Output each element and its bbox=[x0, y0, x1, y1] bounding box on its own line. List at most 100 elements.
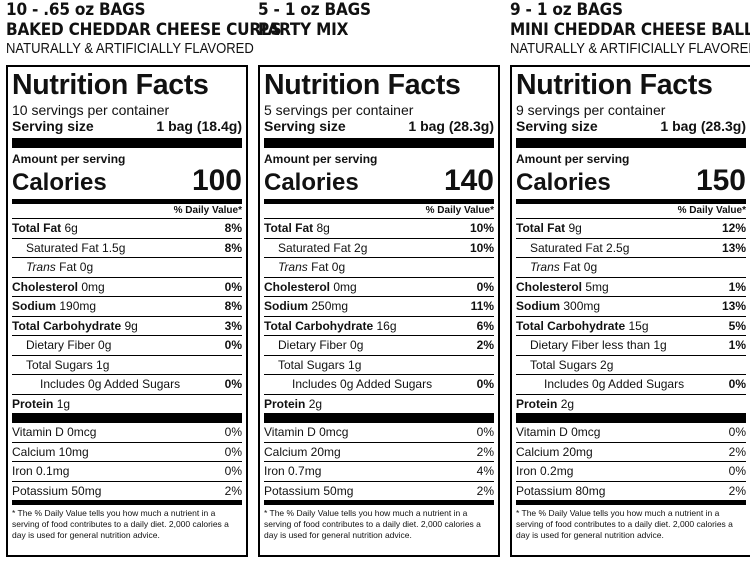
carbohydrate-amount: 16g bbox=[376, 318, 397, 333]
thick-divider bbox=[264, 413, 494, 423]
saturated-fat-row: Saturated Fat 2.5g 13% bbox=[516, 239, 746, 258]
carbohydrate-dv: 5% bbox=[728, 318, 746, 333]
protein-amount: 2g bbox=[560, 396, 575, 411]
fiber-row: Dietary Fiber less than 1g 1% bbox=[516, 336, 746, 356]
daily-value-header: % Daily Value* bbox=[12, 204, 242, 219]
serving-size-label: Serving size bbox=[12, 118, 94, 134]
saturated-fat-label: Saturated Fat 1.5g bbox=[26, 240, 126, 255]
protein-label: Protein bbox=[12, 396, 54, 411]
iron-row: Iron 0.1mg 0% bbox=[12, 462, 242, 482]
potassium-label: Potassium 50mg bbox=[264, 483, 354, 498]
sodium-amount: 250mg bbox=[311, 299, 349, 313]
sugars-label: Total Sugars 2g bbox=[530, 357, 614, 372]
added-sugars-row: Includes 0g Added Sugars 0% bbox=[516, 375, 746, 395]
vitamin-d-label: Vitamin D 0mcg bbox=[264, 425, 349, 439]
total-fat-label: Total Fat bbox=[516, 221, 566, 235]
carbohydrate-dv: 6% bbox=[476, 318, 494, 333]
sodium-dv: 11% bbox=[470, 299, 494, 313]
calcium-dv: 2% bbox=[476, 444, 494, 459]
sodium-dv: 8% bbox=[224, 299, 242, 313]
cholesterol-dv: 1% bbox=[728, 279, 746, 294]
calories-value: 100 bbox=[191, 164, 242, 197]
total-fat-row: Total Fat 6g 8% bbox=[12, 219, 242, 239]
calories-value: 140 bbox=[443, 164, 494, 197]
calories-row: Calories 100 bbox=[12, 166, 242, 196]
calcium-row: Calcium 20mg 2% bbox=[264, 443, 494, 462]
servings-per-container: 9 servings per container bbox=[516, 102, 666, 118]
carbohydrate-amount: 9g bbox=[124, 318, 138, 333]
calories-label: Calories bbox=[516, 169, 611, 196]
sodium-label: Sodium bbox=[516, 299, 560, 313]
sodium-dv: 13% bbox=[721, 299, 746, 313]
carbohydrate-label: Total Carbohydrate bbox=[264, 318, 374, 333]
trans-fat-row: Trans Fat 0g bbox=[12, 258, 242, 278]
iron-dv: 4% bbox=[476, 464, 494, 478]
nutrition-facts-title: Nutrition Facts bbox=[264, 69, 461, 101]
protein-amount: 2g bbox=[308, 396, 323, 411]
total-fat-amount: 8g bbox=[316, 221, 330, 235]
amount-per-serving: Amount per serving bbox=[264, 152, 378, 166]
medium-divider bbox=[264, 500, 494, 505]
protein-label: Protein bbox=[516, 396, 558, 411]
serving-size-value: 1 bag (28.3g) bbox=[408, 118, 494, 134]
sodium-row: Sodium 190mg 8% bbox=[12, 297, 242, 317]
cholesterol-label: Cholesterol bbox=[264, 279, 331, 294]
cholesterol-row: Cholesterol 5mg 1% bbox=[516, 278, 746, 297]
sodium-label: Sodium bbox=[12, 299, 56, 313]
added-sugars-row: Includes 0g Added Sugars 0% bbox=[12, 375, 242, 395]
added-sugars-dv: 0% bbox=[224, 377, 242, 391]
serving-size-value: 1 bag (28.3g) bbox=[660, 118, 746, 134]
total-fat-dv: 8% bbox=[224, 221, 242, 235]
total-fat-label: Total Fat bbox=[264, 221, 314, 235]
sugars-row: Total Sugars 1g bbox=[12, 356, 242, 375]
product-name: PARTY MIX bbox=[258, 20, 349, 40]
sodium-row: Sodium 300mg 13% bbox=[516, 297, 746, 317]
carbohydrate-row: Total Carbohydrate 9g 3% bbox=[12, 317, 242, 336]
potassium-row: Potassium 50mg 2% bbox=[264, 482, 494, 501]
iron-label: Iron 0.2mg bbox=[516, 464, 574, 478]
iron-row: Iron 0.7mg 4% bbox=[264, 462, 494, 482]
product-name: MINI CHEDDAR CHEESE BALLS bbox=[510, 20, 750, 40]
carbohydrate-label: Total Carbohydrate bbox=[516, 318, 626, 333]
saturated-fat-dv: 13% bbox=[721, 240, 746, 255]
sugars-label: Total Sugars 1g bbox=[26, 357, 110, 372]
iron-label: Iron 0.7mg bbox=[264, 464, 322, 478]
footnote: * The % Daily Value tells you how much a… bbox=[516, 508, 733, 540]
total-fat-dv: 10% bbox=[469, 221, 494, 235]
trans-label: Trans bbox=[26, 260, 56, 274]
iron-dv: 0% bbox=[728, 464, 746, 478]
amount-per-serving: Amount per serving bbox=[516, 152, 630, 166]
footnote: * The % Daily Value tells you how much a… bbox=[12, 508, 229, 540]
product-bag-count: 5 - 1 oz BAGS bbox=[258, 0, 371, 20]
carbohydrate-dv: 3% bbox=[224, 318, 242, 333]
cholesterol-amount: 5mg bbox=[585, 279, 609, 294]
fiber-label: Dietary Fiber 0g bbox=[278, 338, 364, 352]
trans-fat-row: Trans Fat 0g bbox=[516, 258, 746, 278]
total-fat-dv: 12% bbox=[721, 221, 746, 235]
saturated-fat-dv: 10% bbox=[469, 240, 494, 255]
sodium-label: Sodium bbox=[264, 299, 308, 313]
fiber-dv: 0% bbox=[224, 338, 242, 352]
serving-size-row: Serving size 1 bag (18.4g) bbox=[12, 118, 242, 135]
total-fat-label: Total Fat bbox=[12, 221, 62, 235]
potassium-row: Potassium 80mg 2% bbox=[516, 482, 746, 501]
iron-dv: 0% bbox=[224, 464, 242, 478]
added-sugars-dv: 0% bbox=[728, 377, 746, 391]
potassium-dv: 2% bbox=[224, 483, 242, 498]
trans-fat-amount: Fat 0g bbox=[307, 260, 346, 274]
cholesterol-row: Cholesterol 0mg 0% bbox=[12, 278, 242, 297]
vitamin-d-dv: 0% bbox=[476, 425, 494, 439]
sugars-row: Total Sugars 1g bbox=[264, 356, 494, 375]
cholesterol-dv: 0% bbox=[224, 279, 242, 294]
potassium-row: Potassium 50mg 2% bbox=[12, 482, 242, 501]
protein-label: Protein bbox=[264, 396, 306, 411]
product-column: 10 - .65 oz BAGS BAKED CHEDDAR CHEESE CU… bbox=[6, 0, 282, 557]
total-fat-amount: 6g bbox=[64, 221, 78, 235]
fiber-row: Dietary Fiber 0g 2% bbox=[264, 336, 494, 356]
trans-label: Trans bbox=[278, 260, 308, 274]
total-fat-row: Total Fat 8g 10% bbox=[264, 219, 494, 239]
fiber-dv: 1% bbox=[728, 338, 746, 352]
potassium-label: Potassium 50mg bbox=[12, 483, 102, 498]
trans-fat-amount: Fat 0g bbox=[559, 260, 598, 274]
fiber-row: Dietary Fiber 0g 0% bbox=[12, 336, 242, 356]
